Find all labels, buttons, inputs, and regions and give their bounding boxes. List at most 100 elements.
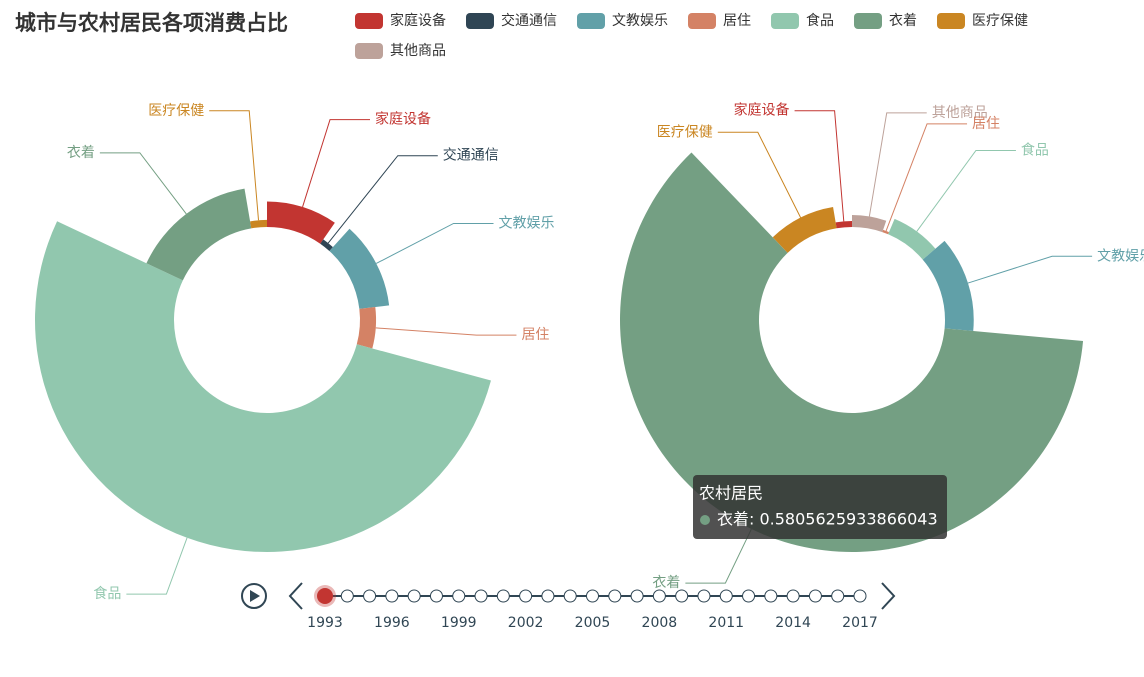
timeline-dot[interactable] xyxy=(675,589,689,603)
legend-item[interactable]: 居住 xyxy=(688,13,751,29)
timeline-dot[interactable] xyxy=(652,589,666,603)
legend-label: 其他商品 xyxy=(390,43,446,59)
tooltip-title: 农村居民 xyxy=(699,484,763,503)
timeline-dot[interactable] xyxy=(697,589,711,603)
pie-slice[interactable] xyxy=(772,207,837,253)
timeline-label: 1993 xyxy=(307,615,343,631)
timeline-dot[interactable] xyxy=(407,589,421,603)
slice-label: 交通通信 xyxy=(443,147,499,164)
timeline-label: 2017 xyxy=(842,615,878,631)
pie-slice[interactable] xyxy=(267,201,335,244)
legend-label: 交通通信 xyxy=(501,12,557,29)
legend-item[interactable]: 衣着 xyxy=(854,13,917,29)
tooltip-marker xyxy=(700,515,710,525)
tooltip-text: 衣着: 0.5805625933866043 xyxy=(717,510,938,529)
legend-swatch xyxy=(854,13,882,29)
pie-slice[interactable] xyxy=(34,221,491,553)
label-line xyxy=(126,537,188,595)
label-line xyxy=(967,255,1093,284)
pie-slice[interactable] xyxy=(888,218,936,260)
timeline-label: 2008 xyxy=(642,615,678,631)
prev-button[interactable] xyxy=(288,582,303,610)
timeline-dot[interactable] xyxy=(853,589,867,603)
legend-swatch xyxy=(466,13,494,29)
timeline-dot[interactable] xyxy=(808,589,822,603)
label-line xyxy=(99,152,187,215)
pie-slice[interactable] xyxy=(146,188,252,281)
pie-slice[interactable] xyxy=(835,221,852,229)
timeline-dot[interactable] xyxy=(385,589,399,603)
timeline-dot[interactable] xyxy=(608,589,622,603)
slice-label: 食品 xyxy=(1021,141,1049,158)
label-line xyxy=(794,110,845,222)
legend-item[interactable]: 文教娱乐 xyxy=(577,13,668,29)
slice-label: 衣着 xyxy=(67,145,95,161)
slice-label: 文教娱乐 xyxy=(499,215,555,231)
legend-label: 食品 xyxy=(806,12,834,29)
legend-item[interactable]: 其他商品 xyxy=(355,43,446,59)
timeline-dot[interactable] xyxy=(630,589,644,603)
pie-slice[interactable] xyxy=(620,152,1084,552)
slice-label: 其他商品 xyxy=(932,105,988,121)
timeline-dot[interactable] xyxy=(519,589,533,603)
tooltip-box xyxy=(693,475,947,539)
timeline-label: 1999 xyxy=(441,615,477,631)
slice-label: 居住 xyxy=(972,116,1000,132)
slice-label: 医疗保健 xyxy=(148,103,204,119)
legend-label: 医疗保健 xyxy=(972,13,1028,29)
pie-slice[interactable] xyxy=(250,219,267,229)
timeline-dot[interactable] xyxy=(764,589,778,603)
timeline-dot[interactable] xyxy=(496,589,510,603)
label-line xyxy=(717,131,802,218)
timeline-dot[interactable] xyxy=(831,589,845,603)
slice-label: 医疗保健 xyxy=(657,124,713,140)
pie-slice[interactable] xyxy=(852,215,887,233)
timeline-label: 2011 xyxy=(708,615,744,631)
legend-label: 家庭设备 xyxy=(390,12,446,29)
timeline-dot[interactable] xyxy=(429,589,443,603)
timeline-current[interactable] xyxy=(317,588,333,604)
slice-label: 文教娱乐 xyxy=(1097,248,1144,264)
timeline-label: 2014 xyxy=(775,615,811,631)
pie-slice[interactable] xyxy=(320,239,333,252)
pie-slice[interactable] xyxy=(882,229,890,235)
play-button[interactable] xyxy=(241,583,267,609)
legend-item[interactable]: 家庭设备 xyxy=(355,12,446,29)
timeline-dot[interactable] xyxy=(786,589,800,603)
pie-slice[interactable] xyxy=(922,240,974,331)
play-icon[interactable] xyxy=(250,590,260,602)
timeline-dot[interactable] xyxy=(363,589,377,603)
label-line xyxy=(209,110,260,221)
tooltip: 农村居民 衣着: 0.5805625933866043 xyxy=(693,475,947,539)
label-line xyxy=(327,155,438,244)
timeline-label: 2005 xyxy=(575,615,611,631)
legend-item[interactable]: 食品 xyxy=(771,12,834,29)
timeline-dot[interactable] xyxy=(742,589,756,603)
legend-swatch xyxy=(688,13,716,29)
legend-item[interactable]: 交通通信 xyxy=(466,12,557,29)
timeline-dot[interactable] xyxy=(586,589,599,603)
timeline-dot[interactable] xyxy=(474,589,488,603)
legend-swatch xyxy=(771,13,799,29)
legend-label: 居住 xyxy=(723,13,751,29)
label-line xyxy=(916,149,1016,232)
slice-label: 家庭设备 xyxy=(734,102,790,119)
legend-swatch xyxy=(937,13,965,29)
legend-swatch xyxy=(577,13,605,29)
slice-label: 居住 xyxy=(521,327,549,343)
legend-swatch xyxy=(355,13,383,29)
timeline-label: 1996 xyxy=(374,615,410,631)
legend-item[interactable]: 医疗保健 xyxy=(937,13,1028,29)
label-line xyxy=(685,528,752,584)
timeline-dot[interactable] xyxy=(541,589,555,603)
timeline-dot[interactable] xyxy=(452,589,466,603)
pie-slice[interactable] xyxy=(329,228,390,309)
legend-label: 衣着 xyxy=(889,13,917,29)
pie-slice[interactable] xyxy=(356,307,377,349)
next-button[interactable] xyxy=(881,582,896,610)
label-line xyxy=(868,112,927,217)
timeline-dot[interactable] xyxy=(563,589,577,603)
slice-label: 食品 xyxy=(93,585,121,602)
timeline-dot[interactable] xyxy=(340,589,354,603)
timeline-dot[interactable] xyxy=(719,589,733,603)
